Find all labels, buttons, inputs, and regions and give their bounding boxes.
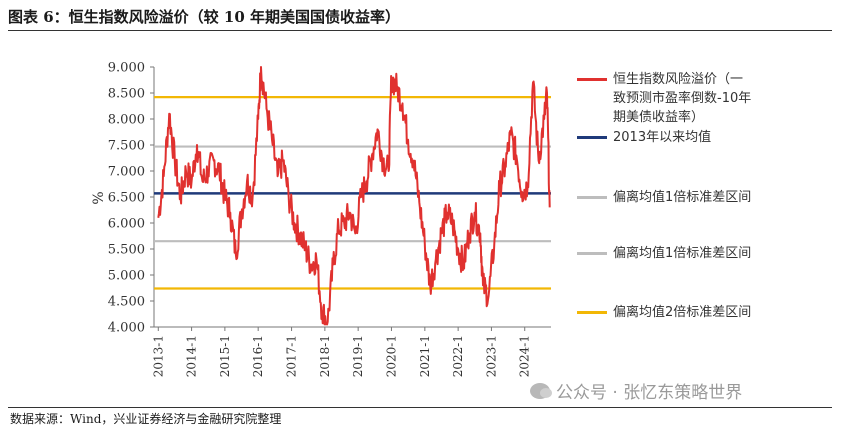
chart-axes: 4.000 4.500 5.000 5.500 6.000 6.500 7.000 7.500… <box>108 61 551 377</box>
watermark: 公众号 · 张忆东策略世界 <box>530 378 742 403</box>
y-tick-label: 5.500 <box>108 243 145 258</box>
legend-swatch <box>577 78 607 81</box>
y-tick-label: 4.500 <box>108 295 145 310</box>
x-tick-label: 2022-1 <box>451 335 465 377</box>
x-tick-label: 2016-1 <box>251 335 265 377</box>
series-lines <box>157 66 551 326</box>
source-note: 数据来源：Wind，兴业证券经济与金融研究院整理 <box>10 412 282 426</box>
x-tick-label: 2019-1 <box>351 335 365 377</box>
reference-lines <box>154 96 551 290</box>
x-tick-label: 2015-1 <box>218 335 232 377</box>
risk-premium-line <box>157 66 551 326</box>
legend-label: 偏离均值1倍标准差区间 <box>613 246 752 261</box>
x-tick-label: 2013-1 <box>151 335 165 377</box>
legend-item-1sd-lower: 偏离均值1倍标准差区间 <box>577 244 753 263</box>
x-tick-label: 2014-1 <box>185 335 199 377</box>
top-rule <box>8 30 832 31</box>
y-tick-label: 5.000 <box>108 269 145 284</box>
legend-item-mean: 2013年以来均值 <box>577 128 753 147</box>
legend-swatch <box>577 196 607 199</box>
legend-item-1sd-upper: 偏离均值1倍标准差区间 <box>577 188 753 207</box>
legend-label: 2013年以来均值 <box>613 130 712 145</box>
y-axis-label: % <box>91 191 107 204</box>
legend-label: 偏离均值1倍标准差区间 <box>613 190 752 205</box>
x-tick-label: 2018-1 <box>318 335 332 377</box>
legend-swatch <box>577 136 607 139</box>
figure-title: 图表 6：恒生指数风险溢价（较 10 年期美国国债收益率） <box>8 8 400 26</box>
y-tick-label: 6.500 <box>108 191 145 206</box>
x-tick-label: 2021-1 <box>418 335 432 377</box>
y-tick-label: 6.000 <box>108 217 145 232</box>
legend-swatch <box>577 252 607 255</box>
watermark-text: 公众号 · 张忆东策略世界 <box>556 383 743 403</box>
y-tick-label: 8.500 <box>108 87 145 102</box>
x-tick-label: 2023-1 <box>484 335 498 377</box>
wechat-icon <box>530 382 552 399</box>
y-tick-label: 8.000 <box>108 113 145 128</box>
x-tick-label: 2017-1 <box>285 335 299 377</box>
legend-label: 恒生指数风险溢价（一致预测市盈率倒数-10年期美债收益率） <box>613 72 752 125</box>
legend-label: 偏离均值2倍标准差区间 <box>613 305 752 320</box>
y-tick-label: 4.000 <box>108 321 145 336</box>
y-tick-label: 7.500 <box>108 139 145 154</box>
x-tick-label: 2020-1 <box>384 335 398 377</box>
legend-item-2sd: 偏离均值2倍标准差区间 <box>577 303 753 322</box>
legend-item-risk-premium: 恒生指数风险溢价（一致预测市盈率倒数-10年期美债收益率） <box>577 70 753 127</box>
x-tick-label: 2024-1 <box>518 335 532 377</box>
y-tick-label: 9.000 <box>108 61 145 76</box>
bottom-rule <box>8 407 832 408</box>
y-tick-label: 7.000 <box>108 165 145 180</box>
legend-swatch <box>577 311 607 314</box>
